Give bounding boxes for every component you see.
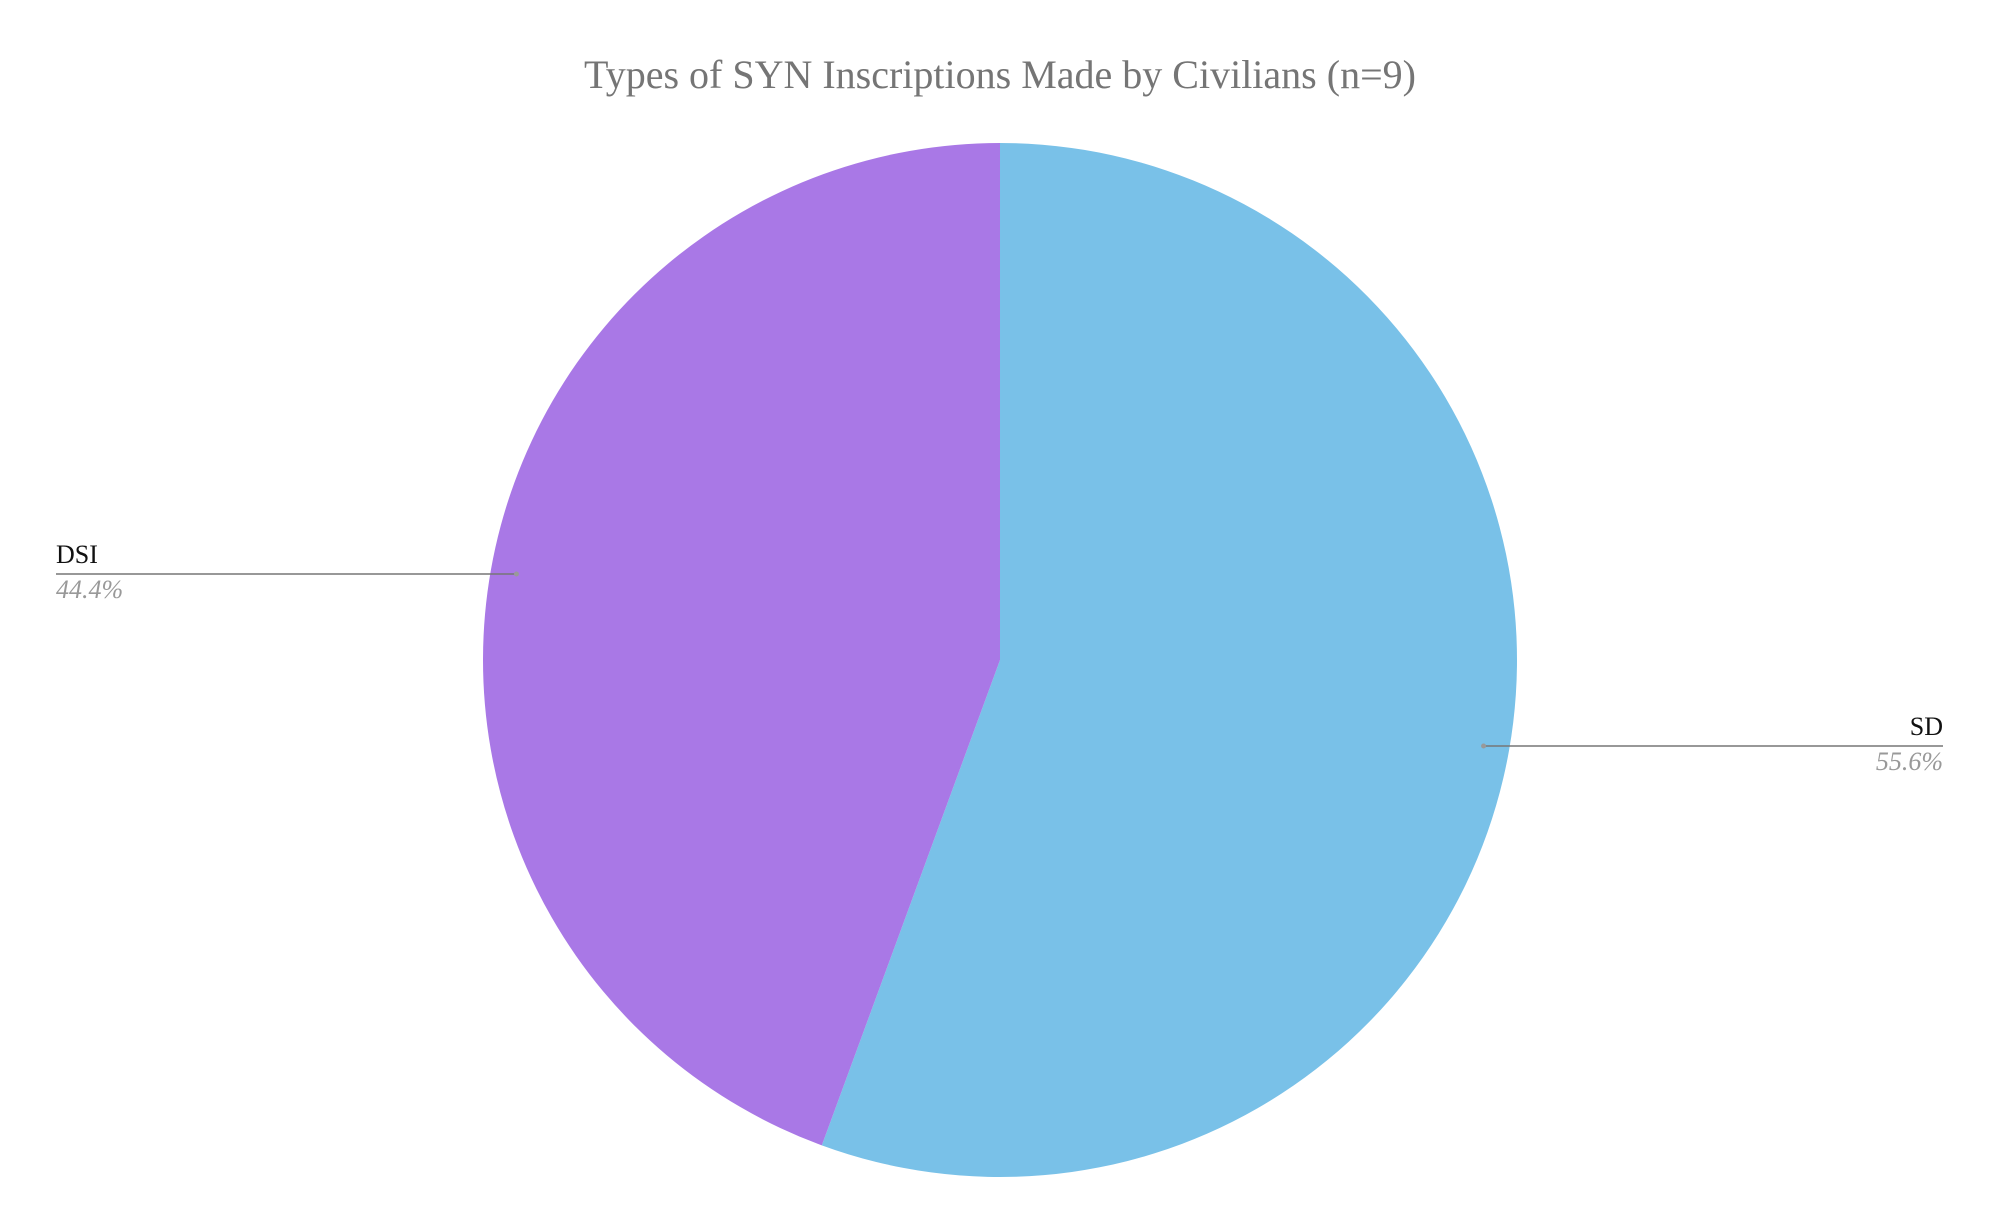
leader-dot <box>1481 743 1487 749</box>
chart-title: Types of SYN Inscriptions Made by Civili… <box>584 52 1416 97</box>
slice-label: SD <box>1910 712 1943 741</box>
slice-value-label: 44.4% <box>56 575 123 604</box>
slice-value-label: 55.6% <box>1876 747 1943 776</box>
pie-slice <box>821 143 1517 1177</box>
pie-slice <box>482 143 1001 1146</box>
leader-dot <box>513 571 519 577</box>
slice-label: DSI <box>56 540 98 569</box>
